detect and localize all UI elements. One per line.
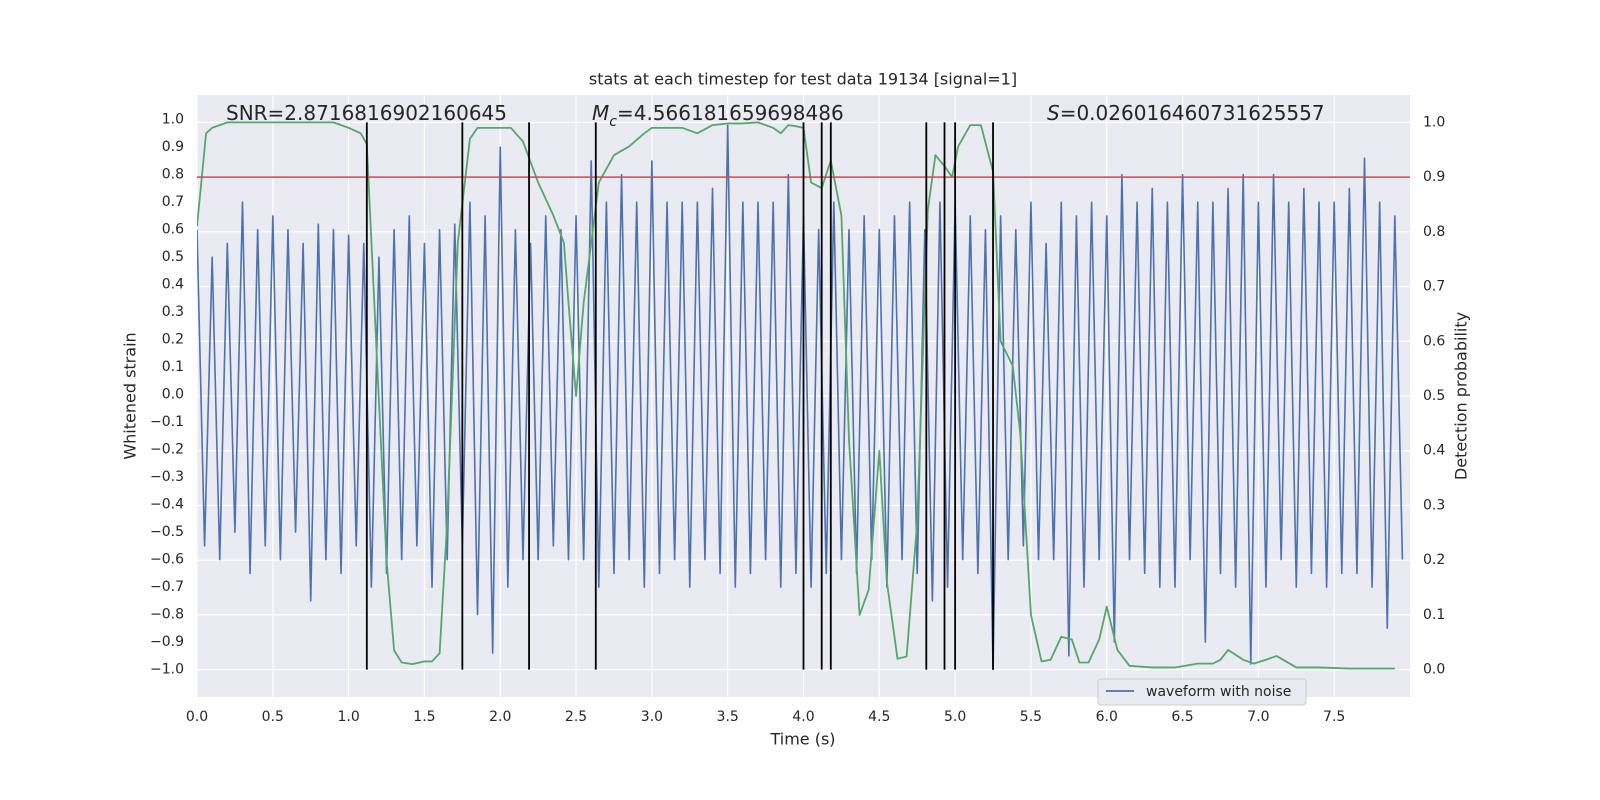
annotation-text: =4.566181659698486 [617, 101, 844, 125]
x-tick-label: 1.5 [413, 709, 435, 725]
annotation-symbol: S [1047, 101, 1060, 125]
x-tick-label: 5.5 [1020, 709, 1042, 725]
y-tick-label: −0.2 [150, 442, 184, 458]
y-tick-label: −0.6 [150, 552, 184, 568]
y-tick-label: 0.1 [162, 359, 184, 375]
x-tick-label: 3.0 [641, 709, 663, 725]
y2-tick-label: 0.2 [1423, 552, 1445, 568]
x-tick-label: 6.5 [1171, 709, 1193, 725]
annotation: Mc=4.566181659698486 [592, 101, 844, 131]
y-axis-label: Whitened strain [121, 332, 140, 459]
legend-box [1097, 678, 1307, 706]
y-tick-label: 0.7 [162, 194, 184, 210]
y2-tick-label: 0.9 [1423, 169, 1445, 185]
waveform-line [197, 124, 1404, 671]
y2-tick-label: 1.0 [1423, 114, 1445, 130]
annotation-text: =0.026016460731625557 [1060, 101, 1325, 125]
x-axis-label: Time (s) [769, 730, 835, 749]
y-tick-label: 0.8 [162, 167, 184, 183]
y-tick-label: −0.1 [150, 414, 184, 430]
x-tick-label: 4.5 [868, 709, 890, 725]
plot-content [197, 121, 1404, 671]
y2-tick-label: 0.7 [1423, 279, 1445, 295]
y-tick-label: 0.3 [162, 304, 184, 320]
y2-tick-label: 0.5 [1423, 388, 1445, 404]
y-tick-label: −0.3 [150, 469, 184, 485]
y-tick-label: −0.4 [150, 497, 184, 513]
y-tick-label: −0.9 [150, 634, 184, 650]
y-tick-label: 0.9 [162, 139, 184, 155]
y2-tick-label: 0.8 [1423, 224, 1445, 240]
x-tick-label: 0.0 [186, 709, 208, 725]
y-tick-label: 0.0 [162, 387, 184, 403]
x-tick-label: 5.0 [944, 709, 966, 725]
y-tick-label: 0.5 [162, 249, 184, 265]
x-tick-label: 3.5 [717, 709, 739, 725]
x-tick-label: 7.0 [1247, 709, 1269, 725]
y2-tick-label: 0.6 [1423, 333, 1445, 349]
y-tick-label: −0.8 [150, 607, 184, 623]
x-tick-label: 7.5 [1323, 709, 1345, 725]
chart-title: stats at each timestep for test data 191… [589, 70, 1017, 89]
y-tick-label: 0.4 [162, 277, 184, 293]
y-tick-label: −1.0 [150, 662, 184, 678]
x-tick-label: 2.5 [565, 709, 587, 725]
y-tick-label: −0.5 [150, 524, 184, 540]
y-tick-label: 1.0 [162, 112, 184, 128]
y2-tick-label: 0.1 [1423, 607, 1445, 623]
y-tick-label: 0.2 [162, 332, 184, 348]
x-tick-label: 4.0 [792, 709, 814, 725]
x-tick-label: 1.0 [337, 709, 359, 725]
x-tick-label: 6.0 [1096, 709, 1118, 725]
legend-label: waveform with noise [1146, 684, 1291, 700]
annotation: SNR=2.8716816902160645 [226, 101, 507, 125]
annotation-text: SNR=2.8716816902160645 [226, 101, 507, 125]
x-tick-label: 2.0 [489, 709, 511, 725]
y2-tick-label: 0.0 [1423, 662, 1445, 678]
y2-tick-label: 0.4 [1423, 443, 1445, 459]
annotation-subscript: c [609, 114, 617, 130]
annotation-symbol: M [592, 101, 609, 125]
y-tick-label: −0.7 [150, 579, 184, 595]
probability-line [197, 121, 1395, 670]
x-tick-label: 0.5 [262, 709, 284, 725]
y2-axis-label: Detection probability [1452, 312, 1471, 480]
annotation: S=0.026016460731625557 [1047, 101, 1325, 125]
y2-tick-label: 0.3 [1423, 497, 1445, 513]
y-tick-label: 0.6 [162, 222, 184, 238]
